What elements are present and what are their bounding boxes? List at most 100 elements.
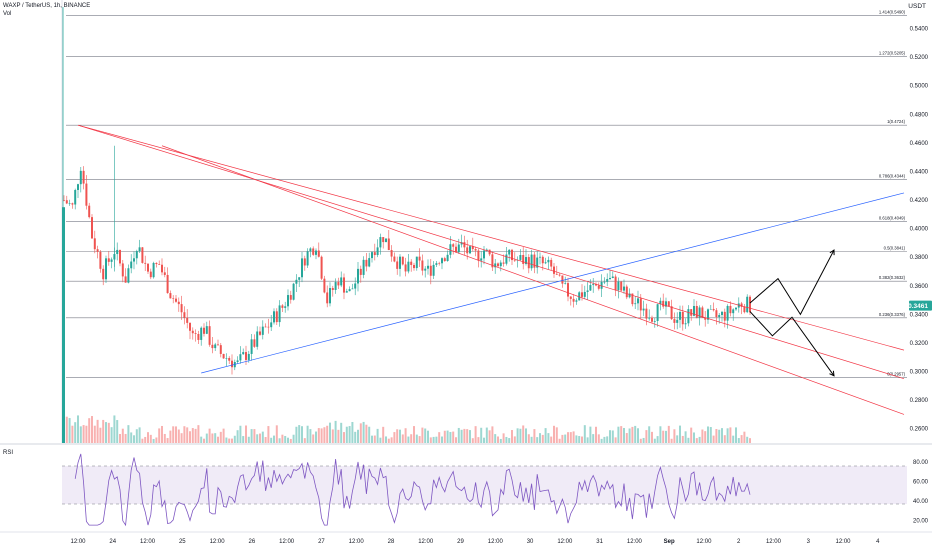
candle-body [267, 326, 270, 328]
candle-body [539, 256, 541, 258]
candle-body [631, 293, 634, 305]
time-tick-label: 12:00 [696, 539, 712, 545]
volume-bar [85, 425, 88, 443]
rsi-line [74, 453, 751, 527]
volume-bar [707, 426, 709, 443]
fib-level-label: 0(0.2957) [887, 372, 906, 377]
candle-body [491, 254, 494, 268]
volume-bar [695, 438, 698, 443]
candle-body [102, 268, 105, 280]
candle-body [99, 251, 102, 269]
volume-bar [690, 427, 693, 443]
candle-body [239, 354, 242, 361]
time-tick-label: 12:00 [279, 539, 295, 545]
volume-bar [553, 425, 555, 443]
volume-bar [309, 429, 312, 443]
volume-bar [371, 435, 373, 443]
volume-bar [393, 432, 396, 443]
candle-body [65, 200, 68, 204]
fib-level-label: 1(0.4724) [887, 119, 906, 124]
candle-body [180, 304, 183, 313]
volume-bar [275, 425, 278, 443]
volume-bar [611, 430, 614, 443]
candle-body [149, 271, 152, 278]
volume-bar [295, 426, 298, 443]
candle-body [441, 258, 443, 264]
candle-body [334, 282, 337, 290]
candle-body [365, 259, 368, 267]
volume-bar [561, 434, 564, 443]
price-axis[interactable]: 0.5400 0.5200 0.5000 0.4800 0.4600 0.4400 0.42… [910, 27, 929, 433]
volume-bar [432, 436, 435, 443]
candle-body [208, 326, 211, 345]
volume-bar [687, 437, 690, 443]
volume-bar [555, 427, 558, 443]
candle-body [427, 265, 429, 269]
time-axis[interactable]: 12:00 24 12:00 25 12:00 26 12:00 27 12:00 28 12:00… [70, 539, 880, 545]
volume-bar [581, 436, 583, 443]
candle-body [135, 251, 138, 259]
price-tick-label: 0.5000 [910, 84, 929, 90]
volume-bar [735, 427, 737, 443]
volume-bar [340, 422, 343, 443]
volume-bar [558, 438, 561, 443]
volume-bar [743, 431, 746, 443]
candle-body [550, 259, 553, 267]
candle-body [287, 295, 289, 307]
price-tick-label: 0.4000 [910, 227, 929, 233]
bullish-projection-path [749, 249, 835, 316]
volume-bar [421, 427, 424, 443]
volume-bar [245, 425, 247, 443]
volume-bar [233, 435, 236, 443]
volume-bar [239, 425, 242, 443]
rsi-pane[interactable] [62, 453, 907, 527]
candle-body [105, 258, 107, 280]
candle-body [743, 306, 746, 313]
volume-bar [214, 433, 217, 443]
candle-body [595, 284, 597, 286]
volume-bar [642, 437, 645, 443]
candle-body [729, 305, 732, 314]
candle-body [303, 258, 306, 266]
candle-body [130, 261, 133, 269]
candle-body [709, 308, 712, 310]
volume-bar [124, 433, 127, 443]
candle-body [569, 296, 572, 299]
rsi-axis[interactable]: 80.00 60.00 40.00 20.00 [913, 460, 929, 525]
candle-body [133, 258, 135, 262]
volume-bar [737, 438, 740, 443]
volume-bar [116, 420, 119, 443]
candle-body [449, 244, 452, 255]
candle-body [609, 277, 611, 280]
time-tick-label: 12:00 [766, 539, 782, 545]
candle-body [340, 277, 343, 286]
candle-body [225, 358, 228, 359]
volume-bar [429, 437, 432, 443]
volume-bar [617, 426, 620, 443]
candle-body [329, 288, 331, 304]
volume-bar [180, 433, 183, 443]
candle-body [575, 300, 578, 302]
volume-bar [71, 425, 74, 443]
candle-body [455, 246, 457, 253]
candle-body [673, 319, 676, 323]
candle-body [452, 244, 455, 247]
candle-body [418, 256, 421, 261]
volume-bar [684, 431, 687, 443]
volume-bar [597, 434, 600, 443]
candle-body [250, 339, 253, 354]
candle-body [687, 309, 690, 324]
volume-bar [415, 434, 418, 443]
volume-bar [88, 418, 91, 443]
candle-body [197, 333, 200, 340]
main-price-pane[interactable]: 1.414(0.5490) 1.272(0.5205) 1(0.4724) 0.786… [61, 0, 907, 443]
price-tick-label: 0.2800 [910, 398, 929, 404]
volume-bar [653, 438, 656, 443]
price-unit: USDT [908, 3, 926, 10]
volume-bar [82, 425, 85, 443]
volume-bar [91, 416, 93, 443]
candle-body [670, 306, 673, 320]
candle-body [93, 238, 96, 250]
candle-body [228, 358, 231, 361]
